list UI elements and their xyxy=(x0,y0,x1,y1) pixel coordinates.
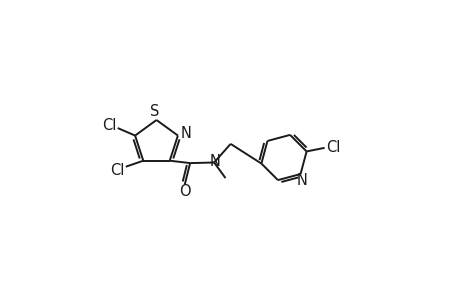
Text: N: N xyxy=(180,126,191,141)
Text: O: O xyxy=(179,184,190,199)
Text: N: N xyxy=(209,154,220,169)
Text: Cl: Cl xyxy=(110,163,124,178)
Text: Cl: Cl xyxy=(102,118,116,133)
Text: N: N xyxy=(296,173,307,188)
Text: Cl: Cl xyxy=(325,140,340,155)
Text: S: S xyxy=(150,104,159,119)
